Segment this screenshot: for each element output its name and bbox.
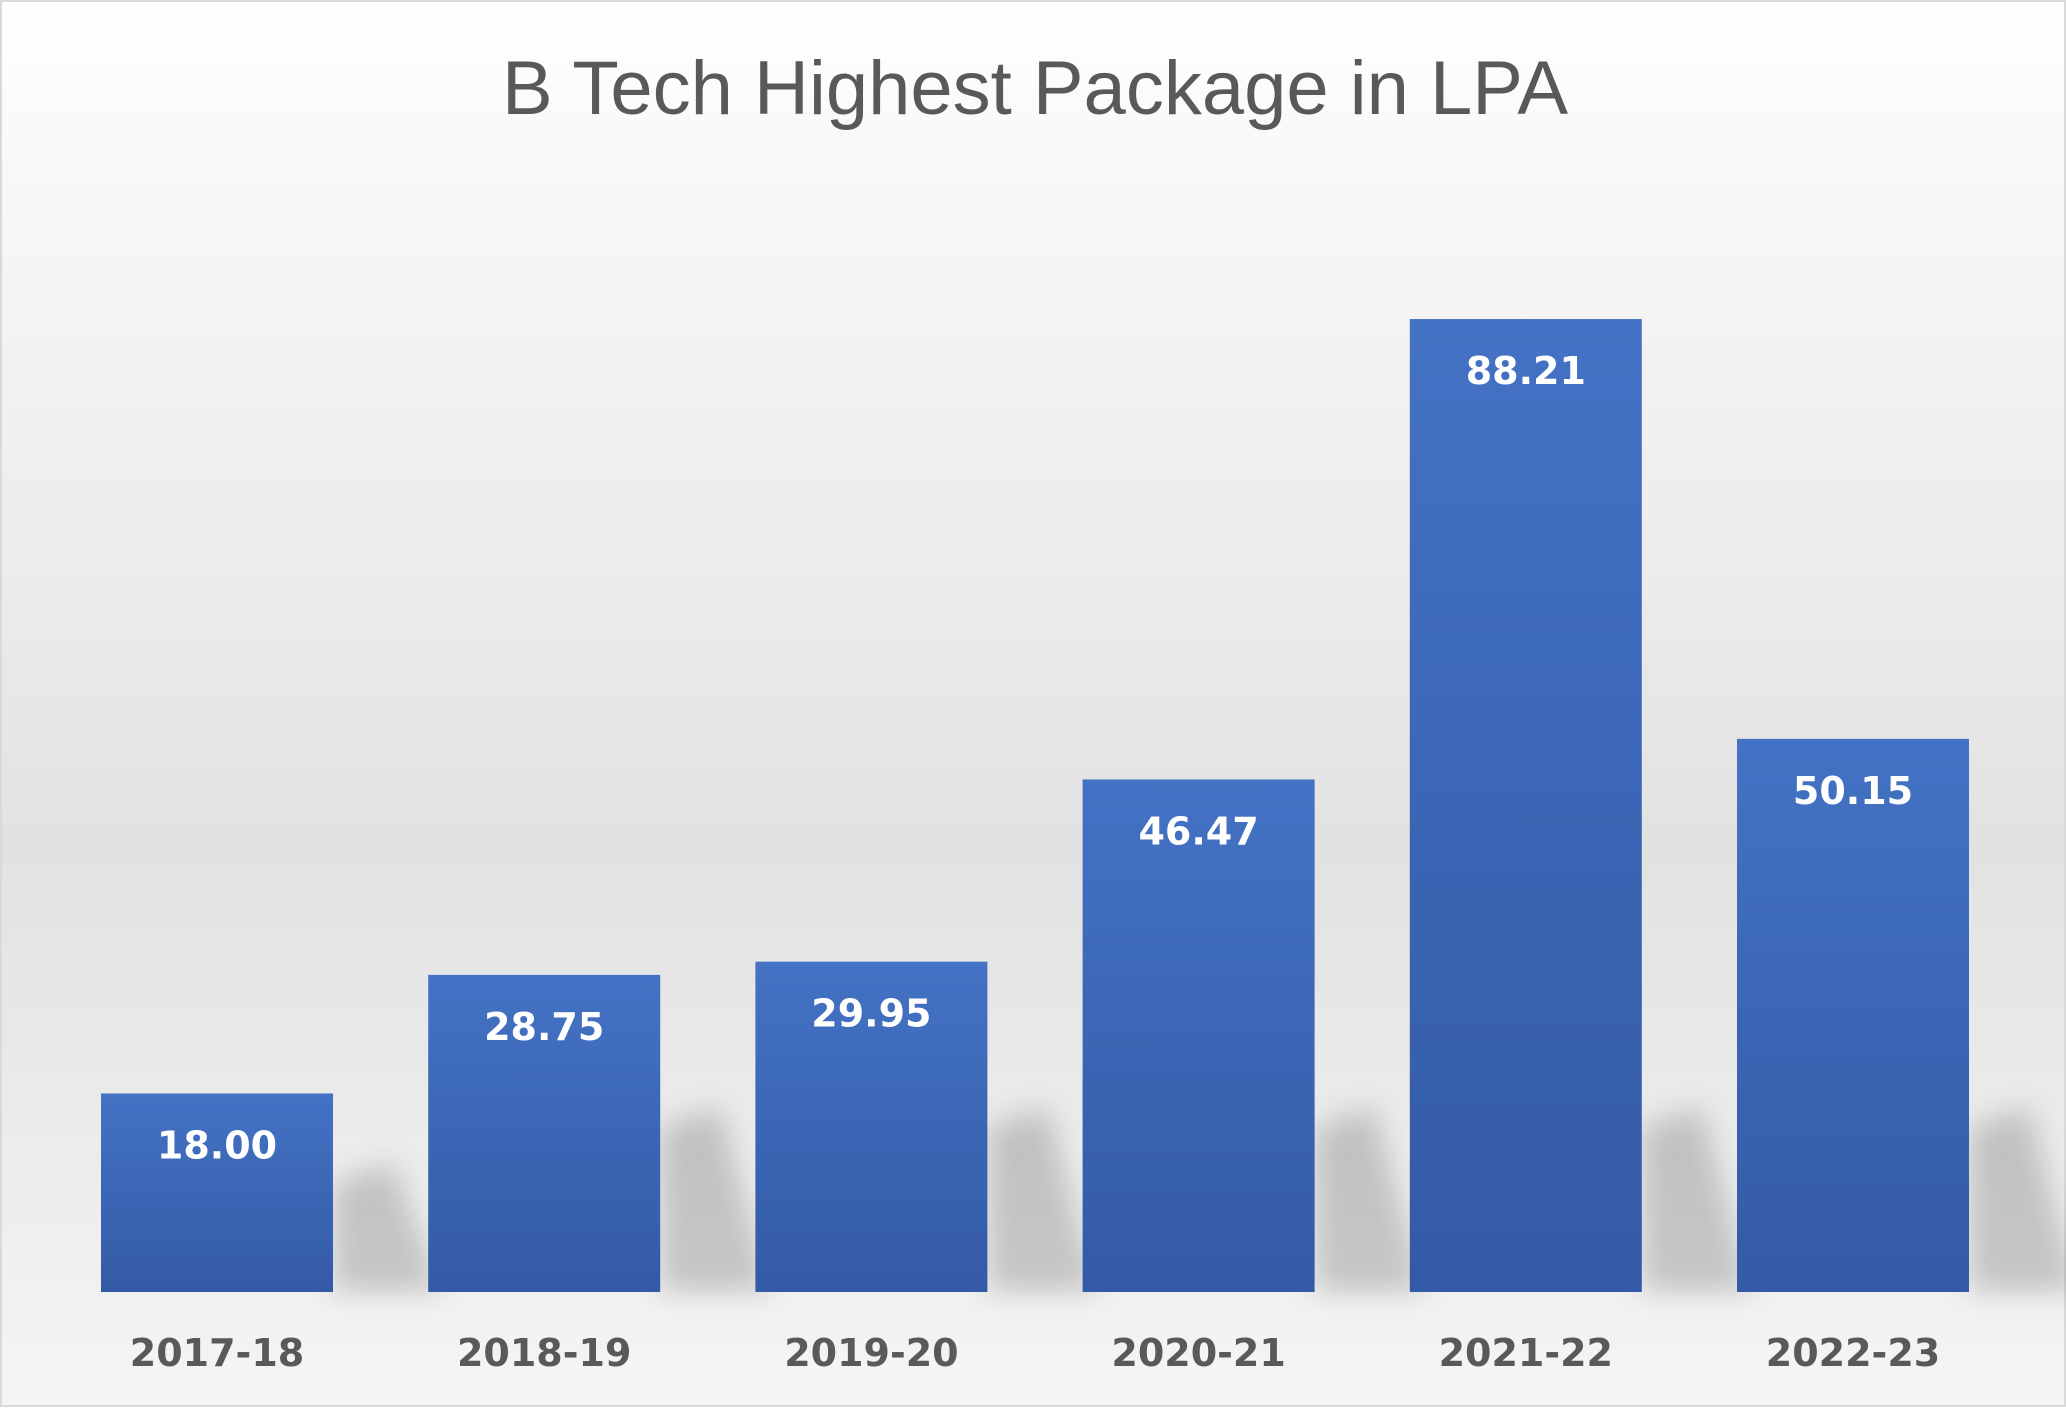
bar-shadow — [1314, 1107, 1425, 1292]
x-tick-label: 2019-20 — [784, 1331, 958, 1375]
bar-shadow — [1969, 1107, 2066, 1292]
data-labels: 18.00 28.75 29.95 46.47 88.21 50.15 — [157, 349, 1913, 1167]
data-label: 46.47 — [1138, 809, 1258, 853]
bar-2022-23 — [1737, 738, 1969, 1292]
bar-shadows — [333, 1107, 2066, 1292]
data-label: 29.95 — [811, 992, 931, 1036]
data-label: 88.21 — [1466, 349, 1586, 393]
x-tick-label: 2020-21 — [1111, 1331, 1285, 1375]
x-tick-label: 2017-18 — [130, 1331, 304, 1375]
x-tick-label: 2021-22 — [1439, 1331, 1613, 1375]
bar-2021-22 — [1409, 319, 1642, 1292]
x-tick-label: 2018-19 — [457, 1331, 631, 1375]
x-axis-ticks: 2017-18 2018-19 2019-20 2020-21 2021-22 2022-… — [130, 1331, 1940, 1375]
bars — [101, 319, 1969, 1292]
bar-2017-18 — [101, 1093, 333, 1292]
bar-shadow — [1641, 1107, 1752, 1292]
chart-title: B Tech Highest Package in LPA — [502, 46, 1568, 131]
x-tick-label: 2022-23 — [1766, 1331, 1940, 1375]
bar-shadow — [987, 1107, 1098, 1292]
bar-2018-19 — [428, 974, 661, 1292]
bar-2019-20 — [755, 961, 988, 1292]
bar-shadow — [660, 1107, 771, 1292]
data-label: 50.15 — [1793, 769, 1913, 813]
data-label: 28.75 — [484, 1005, 604, 1049]
data-label: 18.00 — [157, 1123, 277, 1167]
bar-shadow — [333, 1162, 443, 1292]
bar-2020-21 — [1082, 779, 1315, 1292]
